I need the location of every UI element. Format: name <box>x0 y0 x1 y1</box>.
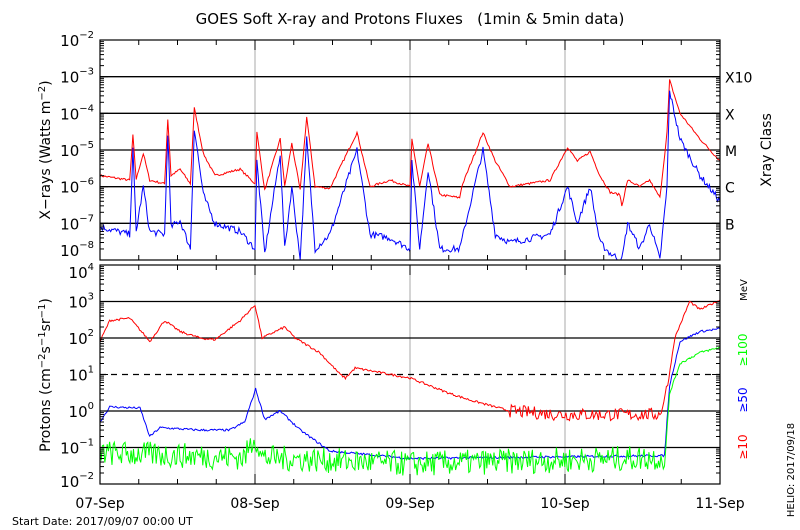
proton-y-tick-label: 104 <box>69 262 94 282</box>
x-tick-label: 10-Sep <box>540 496 589 512</box>
xray-class-label: X10 <box>725 71 752 87</box>
x-tick-label: 08-Sep <box>230 496 279 512</box>
xray-y-tick-label: 10−2 <box>60 30 94 50</box>
xray-series-0 <box>99 79 721 207</box>
proton-y-tick-label: 10−2 <box>60 471 94 491</box>
xray-y-tick-label: 10−6 <box>60 177 94 197</box>
xray-class-title: Xray Class <box>759 113 775 187</box>
xray-class-label: M <box>725 144 737 160</box>
xray-y-tick-label: 10−8 <box>60 240 94 260</box>
proton-y-tick-label: 100 <box>69 401 94 421</box>
helio-date: HELIO: 2017/09/18 <box>786 423 797 517</box>
x-tick-label: 09-Sep <box>385 496 434 512</box>
proton-y-tick-label: 101 <box>69 365 94 385</box>
legend-ge100: ≥100 <box>736 334 750 367</box>
xray-y-tick-label: 10−5 <box>60 140 94 160</box>
xray-y-tick-label: 10−3 <box>60 67 94 87</box>
proton-ylabel: Protons (cm−2s−1sr−1) <box>37 298 55 452</box>
xray-class-label: B <box>725 217 735 233</box>
mev-label: MeV <box>739 279 750 301</box>
xray-ylabel: X−rays (Watts m−2) <box>37 80 55 219</box>
legend-ge50: ≥50 <box>736 387 750 412</box>
proton-y-tick-label: 102 <box>69 328 94 348</box>
proton-series-2 <box>99 347 720 476</box>
xray-y-tick-label: 10−7 <box>60 213 94 233</box>
legend-ge10: ≥10 <box>736 434 750 459</box>
xray-class-label: X <box>725 107 735 123</box>
proton-y-tick-label: 10−1 <box>60 438 94 458</box>
proton-y-tick-label: 103 <box>69 292 94 312</box>
x-tick-label: 07-Sep <box>75 496 124 512</box>
xray-y-tick-label: 10−4 <box>60 103 94 123</box>
start-date: Start Date: 2017/09/07 00:00 UT <box>12 515 193 528</box>
chart-title: GOES Soft X-ray and Protons Fluxes (1min… <box>196 10 625 28</box>
xray-class-label: C <box>725 181 735 197</box>
proton-series-0 <box>99 299 721 422</box>
x-tick-label: 11-Sep <box>695 496 744 512</box>
